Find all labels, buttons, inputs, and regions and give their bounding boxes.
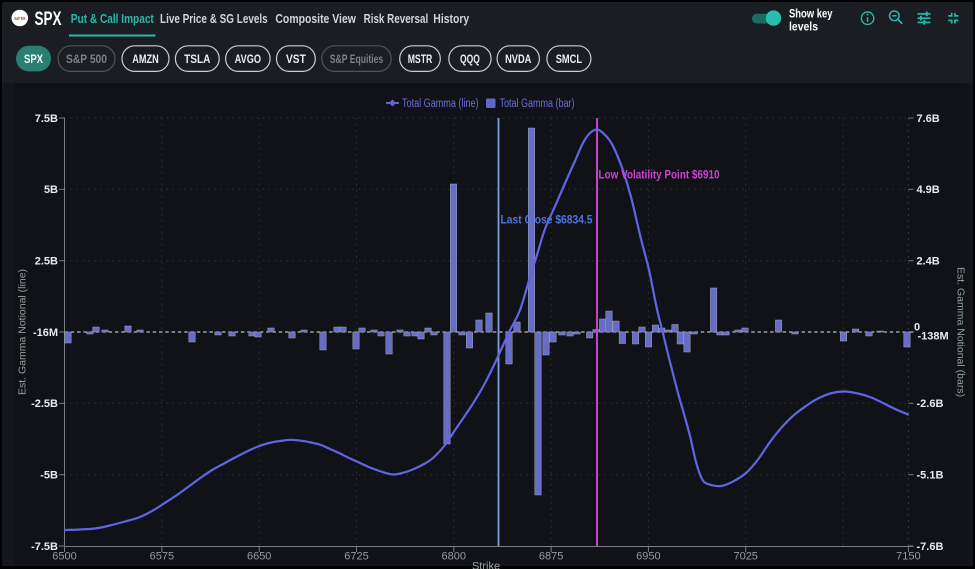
svg-text:Low Volatility Point $6910: Low Volatility Point $6910 <box>599 170 720 182</box>
svg-text:-5B: -5B <box>40 470 58 482</box>
svg-text:MSTR: MSTR <box>408 52 433 66</box>
svg-text:7.6B: 7.6B <box>917 113 940 125</box>
svg-text:S&P 500: S&P 500 <box>66 52 107 66</box>
svg-text:Put & Call Impact: Put & Call Impact <box>71 12 155 26</box>
svg-text:-16M: -16M <box>33 327 58 339</box>
svg-text:History: History <box>433 12 469 26</box>
svg-text:6575: 6575 <box>150 551 174 563</box>
svg-text:QQQ: QQQ <box>460 52 480 66</box>
svg-text:Total Gamma (bar): Total Gamma (bar) <box>500 98 575 110</box>
svg-text:2.4B: 2.4B <box>917 256 940 268</box>
svg-text:TSLA: TSLA <box>184 52 211 66</box>
svg-text:Total Gamma (line): Total Gamma (line) <box>402 98 479 110</box>
svg-text:Last Close $6834.5: Last Close $6834.5 <box>501 215 594 227</box>
svg-text:SPX: SPX <box>24 52 43 66</box>
svg-text:-138M: -138M <box>918 331 949 343</box>
svg-text:AVGO: AVGO <box>235 52 261 66</box>
svg-text:4.9B: 4.9B <box>917 184 940 196</box>
svg-text:SPX: SPX <box>35 9 62 30</box>
svg-text:Live Price & SG Levels: Live Price & SG Levels <box>160 12 268 26</box>
svg-text:Strike: Strike <box>472 561 500 569</box>
svg-text:levels: levels <box>789 20 818 34</box>
svg-text:0: 0 <box>914 322 920 334</box>
svg-text:7.5B: 7.5B <box>35 113 58 125</box>
svg-text:-7.5B: -7.5B <box>31 541 58 553</box>
svg-text:6725: 6725 <box>344 551 368 563</box>
svg-text:2.5B: 2.5B <box>35 256 58 268</box>
svg-text:6800: 6800 <box>442 551 466 563</box>
svg-text:S&P 500: S&P 500 <box>14 16 25 21</box>
svg-text:-2.6B: -2.6B <box>917 398 944 410</box>
svg-text:6500: 6500 <box>52 551 76 563</box>
svg-text:6950: 6950 <box>636 551 660 563</box>
svg-text:5B: 5B <box>44 184 58 196</box>
svg-text:Est. Gamma Notional (bars): Est. Gamma Notional (bars) <box>955 267 967 397</box>
svg-text:-5.1B: -5.1B <box>917 470 944 482</box>
svg-text:6650: 6650 <box>247 551 271 563</box>
svg-text:SMCL: SMCL <box>556 52 582 66</box>
svg-text:NVDA: NVDA <box>505 52 532 66</box>
svg-text:S&P Equities: S&P Equities <box>330 52 384 66</box>
svg-text:Est. Gamma Notional (line): Est. Gamma Notional (line) <box>17 269 29 395</box>
svg-text:-2.5B: -2.5B <box>31 398 58 410</box>
svg-text:Composite View: Composite View <box>275 12 356 26</box>
svg-text:VST: VST <box>286 52 306 66</box>
svg-text:7150: 7150 <box>896 551 920 563</box>
svg-text:-7.6B: -7.6B <box>917 541 944 553</box>
svg-text:Show key: Show key <box>789 7 833 21</box>
svg-text:7025: 7025 <box>733 551 757 563</box>
svg-text:6875: 6875 <box>539 551 563 563</box>
svg-text:Risk Reversal: Risk Reversal <box>364 12 429 26</box>
svg-text:AMZN: AMZN <box>132 52 158 66</box>
